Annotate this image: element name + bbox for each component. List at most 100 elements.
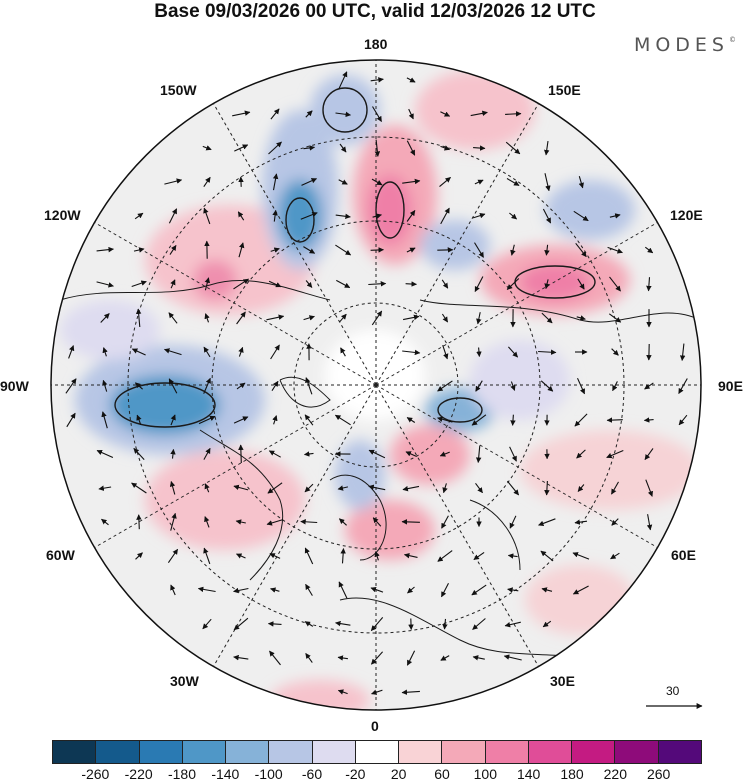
wind-arrow <box>574 519 588 525</box>
wind-arrow <box>102 379 108 392</box>
wind-arrow <box>268 280 282 288</box>
negative-anomaly <box>310 75 380 145</box>
wind-arrow <box>510 381 516 391</box>
wind-arrow <box>402 349 421 356</box>
wind-arrow <box>305 280 313 288</box>
coastlines <box>59 279 701 661</box>
wind-arrow <box>371 310 383 326</box>
wind-arrow <box>406 247 416 253</box>
wind-arrow <box>509 515 517 529</box>
colorbar-cell <box>53 741 97 763</box>
wind-arrow <box>506 278 520 290</box>
colorbar-tick-label: 100 <box>473 766 498 782</box>
meridian-line <box>375 103 539 386</box>
wind-arrow <box>572 585 589 595</box>
contour <box>322 87 368 133</box>
wind-arrow <box>372 517 382 527</box>
positive-anomaly <box>390 425 470 485</box>
longitude-label-60w: 60W <box>46 547 75 563</box>
negative-anomaly <box>335 440 385 510</box>
meridian-line <box>375 222 658 386</box>
wind-arrow <box>505 111 522 117</box>
longitude-label-90e: 90E <box>718 378 743 394</box>
wind-arrow <box>135 552 143 560</box>
negative-anomaly <box>60 300 160 360</box>
wind-vectors <box>65 71 688 696</box>
wind-arrow <box>540 550 554 562</box>
wind-arrow <box>371 689 383 695</box>
wind-arrow <box>272 415 278 425</box>
wind-arrow <box>504 621 521 628</box>
wind-arrow <box>441 582 449 598</box>
wind-arrow <box>305 652 313 663</box>
wind-arrow <box>169 244 177 255</box>
wind-arrow <box>167 548 179 564</box>
wind-arrow <box>301 178 318 186</box>
colorbar-tick-label: 220 <box>603 766 628 782</box>
wind-arrow <box>269 553 281 559</box>
wind-arrow <box>68 345 75 359</box>
wind-arrow <box>170 584 176 596</box>
wind-arrow <box>202 618 212 630</box>
wind-arrow <box>577 278 585 290</box>
wind-arrow <box>678 414 688 426</box>
wind-arrow <box>303 246 316 254</box>
wind-arrow <box>268 450 281 458</box>
wind-arrow <box>440 207 450 225</box>
wind-arrow <box>541 587 553 593</box>
wind-arrow <box>408 108 414 120</box>
colorbar-tick-label: -180 <box>167 766 197 782</box>
wind-arrow <box>236 311 246 325</box>
coastline-arctic-islands <box>279 376 331 408</box>
wind-arrow <box>541 312 553 324</box>
wind-arrow <box>270 344 280 360</box>
wind-arrow <box>440 655 450 661</box>
colorbar-cell <box>442 741 486 763</box>
wind-arrow <box>304 547 314 565</box>
wind-arrow <box>439 176 451 188</box>
wind-arrow <box>305 377 313 395</box>
wind-arrow <box>170 414 176 426</box>
wind-arrow <box>337 655 348 661</box>
positive-anomaly <box>415 70 535 150</box>
colorbar-cell <box>226 741 270 763</box>
wind-arrow <box>340 548 346 564</box>
wind-arrow <box>472 655 485 661</box>
meridian-line <box>375 384 658 548</box>
wind-arrow <box>135 308 142 328</box>
colorbar-cell <box>312 741 356 763</box>
wind-arrow <box>645 479 653 497</box>
wind-arrow <box>170 512 177 531</box>
wind-arrow <box>203 176 211 188</box>
latitude-circle <box>293 302 459 468</box>
longitude-label-30w: 30W <box>170 673 199 689</box>
wind-arrow <box>233 587 249 594</box>
wind-arrow <box>234 144 249 152</box>
wind-arrow <box>509 212 518 220</box>
wind-arrow <box>65 378 77 394</box>
wind-arrow <box>505 141 521 155</box>
wind-arrow <box>475 482 483 494</box>
colorbar-cell <box>485 741 529 763</box>
wind-arrow <box>271 380 279 391</box>
wind-arrow <box>573 210 589 222</box>
wind-arrow <box>338 71 348 89</box>
wind-arrow <box>473 551 485 561</box>
wind-arrow <box>442 345 449 360</box>
wind-arrow <box>134 382 143 390</box>
wind-arrow <box>476 347 482 358</box>
wind-arrow <box>370 617 384 632</box>
colorbar-tick-label: -140 <box>211 766 240 782</box>
wind-arrow <box>476 312 482 325</box>
wind-arrow <box>235 519 246 525</box>
colorbar <box>52 740 702 764</box>
colorbar-ticks: -260 -220 -180 -140 -100 -60 -20 20 60 100 140 180 2… <box>52 764 702 782</box>
wind-arrow <box>575 242 587 258</box>
wind-arrow <box>471 414 487 426</box>
reference-vector-label: 30 <box>666 684 680 698</box>
wind-arrow <box>607 246 623 254</box>
wind-arrow <box>506 480 520 496</box>
colorbar-tick-label: -20 <box>345 766 366 782</box>
colorbar-cell <box>182 741 227 763</box>
colorbar-tick-label: -260 <box>81 766 110 782</box>
